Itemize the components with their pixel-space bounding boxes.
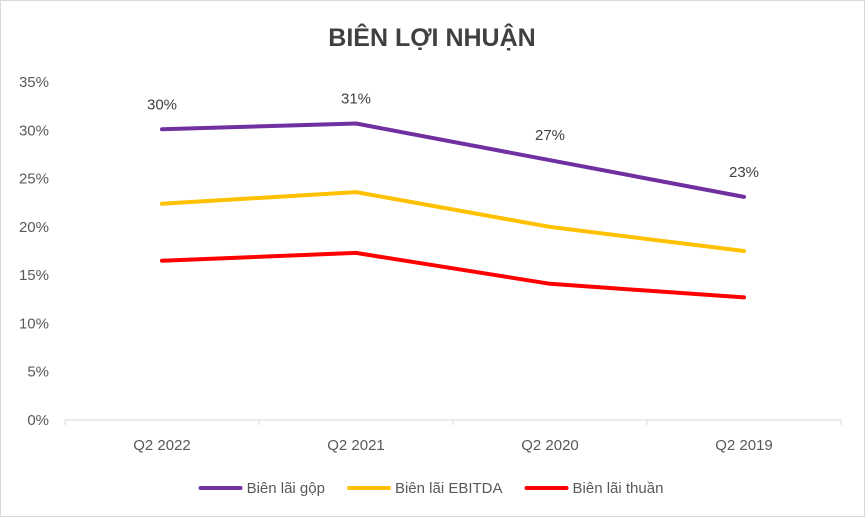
x-tick-label: Q2 2019 <box>715 437 773 454</box>
y-tick-label: 0% <box>27 412 49 429</box>
x-tick-label: Q2 2022 <box>133 437 191 454</box>
series-group <box>160 121 746 300</box>
x-axis: Q2 2022 Q2 2021 Q2 2020 Q2 2019 <box>64 419 842 454</box>
data-label: 31% <box>341 91 371 108</box>
data-labels: 30% 31% 27% 23% <box>147 91 759 181</box>
y-tick-label: 25% <box>19 171 49 188</box>
y-tick-label: 35% <box>19 74 49 91</box>
y-tick-label: 15% <box>19 267 49 284</box>
y-axis: 0% 5% 10% 15% 20% 25% 30% 35% <box>19 74 49 429</box>
series-line-3 <box>160 250 746 300</box>
legend-label-2: Biên lãi EBITDA <box>395 480 503 497</box>
data-label: 23% <box>729 164 759 181</box>
y-tick-label: 20% <box>19 219 49 236</box>
chart-title: BIÊN LỢI NHUẬN <box>328 22 535 52</box>
x-tick-label: Q2 2020 <box>521 437 579 454</box>
legend-label-3: Biên lãi thuần <box>573 480 664 497</box>
y-tick-label: 10% <box>19 315 49 332</box>
data-label: 27% <box>535 127 565 144</box>
legend: Biên lãi gộp Biên lãi EBITDA Biên lãi thuầ… <box>198 480 664 497</box>
series-line-2 <box>160 190 746 253</box>
legend-label-1: Biên lãi gộp <box>247 480 325 497</box>
y-tick-label: 30% <box>19 122 49 139</box>
series-line-1 <box>160 121 746 199</box>
data-label: 30% <box>147 96 177 113</box>
x-tick-label: Q2 2021 <box>327 437 385 454</box>
y-tick-label: 5% <box>27 364 49 381</box>
